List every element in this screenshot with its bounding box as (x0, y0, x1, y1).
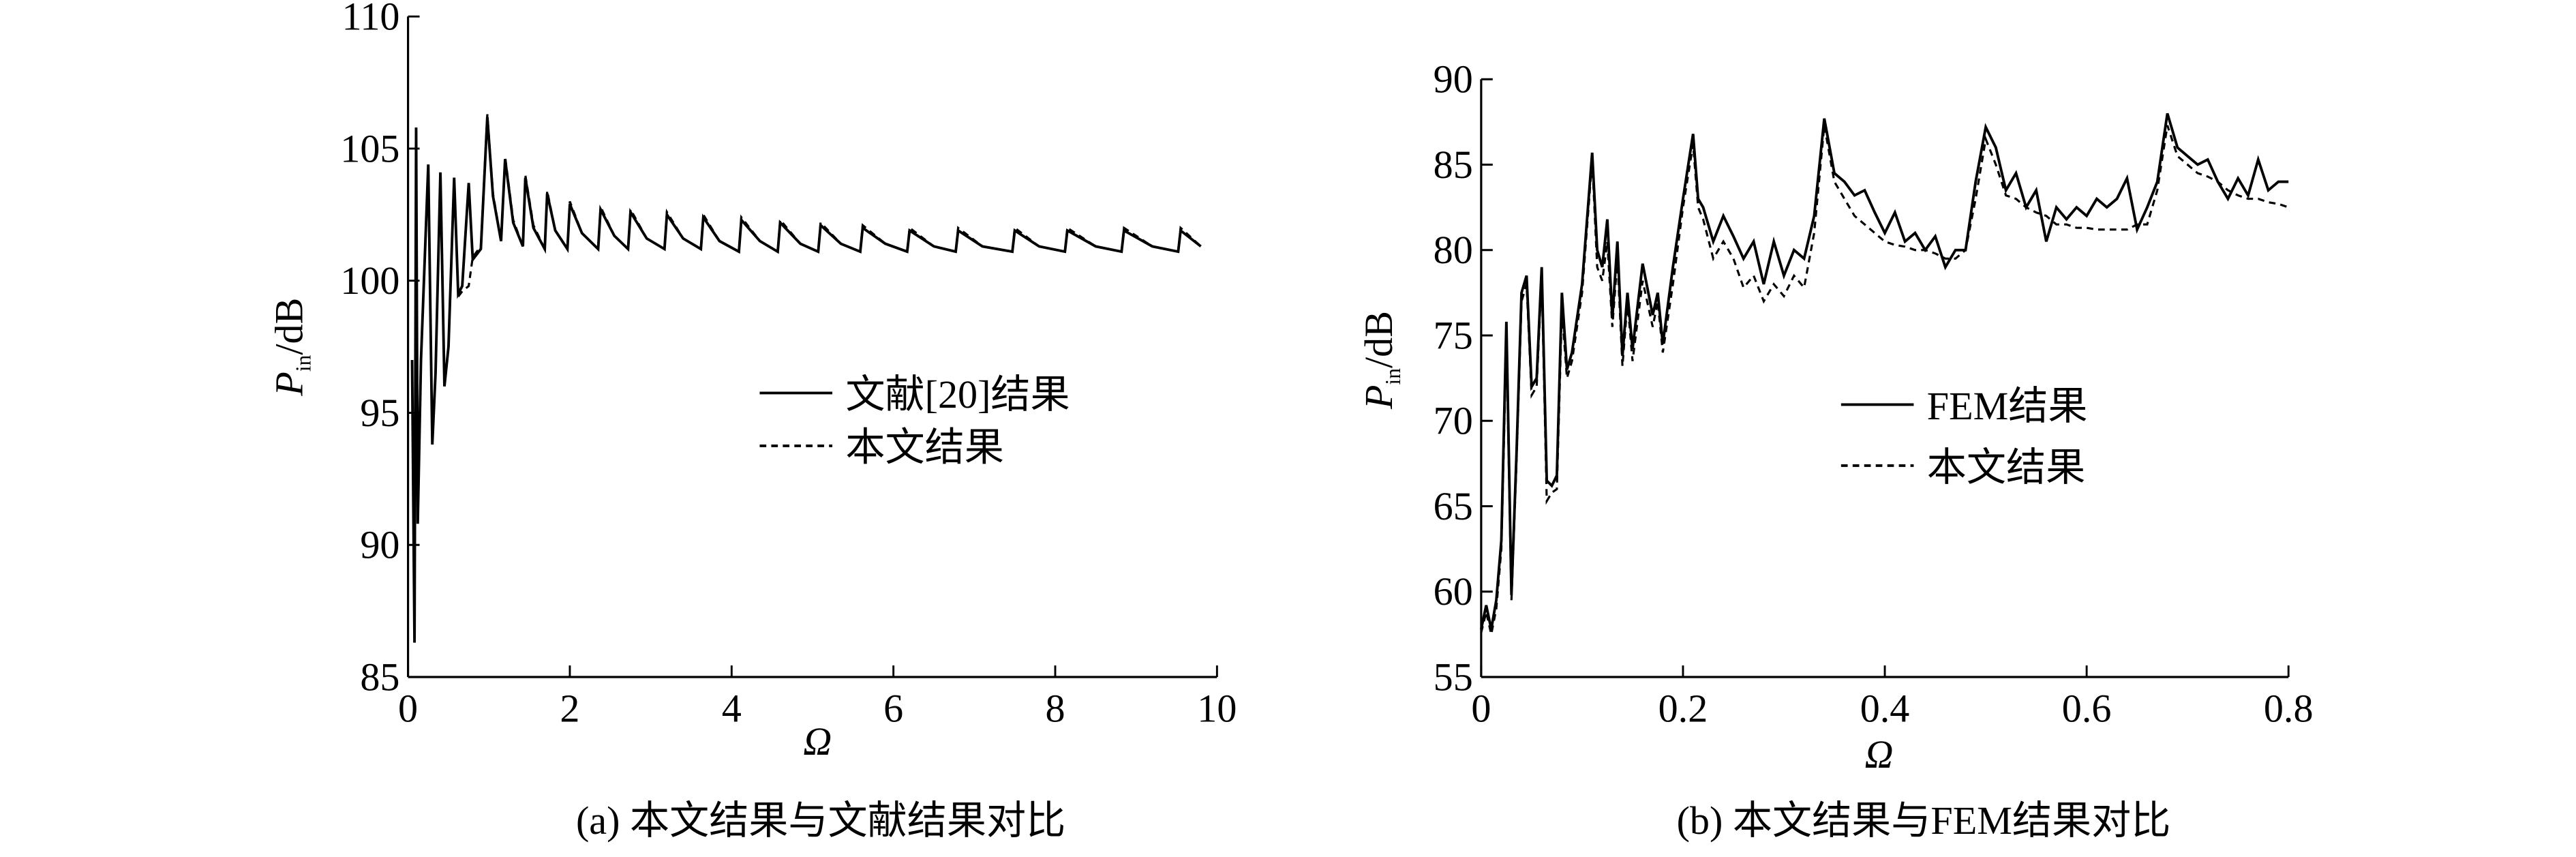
y-axis-unit: /dB (267, 298, 312, 355)
y-tick-label: 85 (360, 655, 399, 699)
x-tick-label: 8 (1045, 686, 1065, 730)
caption: (b) 本文结果与FEM结果对比 (1677, 798, 2171, 843)
legend-label: FEM结果 (1927, 384, 2088, 428)
y-axis-subscript: in (1381, 368, 1405, 385)
y-tick-label: 65 (1434, 484, 1473, 528)
x-axis-label: Ω (803, 719, 832, 764)
x-tick-label: 0.8 (2264, 686, 2314, 730)
y-tick-label: 60 (1434, 569, 1473, 614)
y-tick-label: 85 (1434, 142, 1473, 187)
y-axis-label: Pin/dB (1357, 311, 1405, 410)
x-tick-label: 0.4 (1860, 686, 1910, 730)
legend-label: 本文结果 (1927, 445, 2085, 490)
y-tick-label: 95 (360, 391, 399, 435)
x-tick-label: 0 (1471, 686, 1491, 730)
y-axis-symbol: P (1357, 385, 1401, 410)
x-tick-label: 4 (722, 686, 742, 730)
y-tick-label: 90 (1434, 57, 1473, 102)
y-axis-label: Pin/dB (267, 298, 316, 397)
series-line (1479, 112, 2289, 630)
y-tick-label: 75 (1434, 313, 1473, 357)
x-tick-label: 0.6 (2062, 686, 2112, 730)
y-axis-symbol: P (267, 372, 312, 397)
series-line (410, 117, 1202, 643)
x-tick-label: 0.2 (1658, 686, 1708, 730)
series-line (1480, 125, 2289, 635)
y-tick-label: 110 (342, 0, 399, 39)
caption: (a) 本文结果与文献结果对比 (576, 798, 1065, 843)
x-tick-label: 2 (560, 686, 579, 730)
y-tick-label: 105 (340, 126, 399, 170)
y-tick-label: 70 (1434, 399, 1473, 443)
y-axis-unit: /dB (1357, 311, 1401, 368)
legend-label: 文献[20]结果 (845, 372, 1070, 417)
y-tick-label: 90 (360, 523, 399, 567)
x-tick-label: 6 (883, 686, 903, 730)
y-tick-label: 100 (340, 258, 399, 303)
x-tick-label: 0 (398, 686, 418, 730)
y-tick-label: 55 (1434, 655, 1473, 699)
x-axis-label: Ω (1865, 732, 1894, 777)
y-tick-label: 80 (1434, 228, 1473, 272)
y-axis-subscript: in (292, 355, 316, 372)
legend-label: 本文结果 (845, 425, 1003, 470)
x-tick-label: 10 (1197, 686, 1237, 730)
